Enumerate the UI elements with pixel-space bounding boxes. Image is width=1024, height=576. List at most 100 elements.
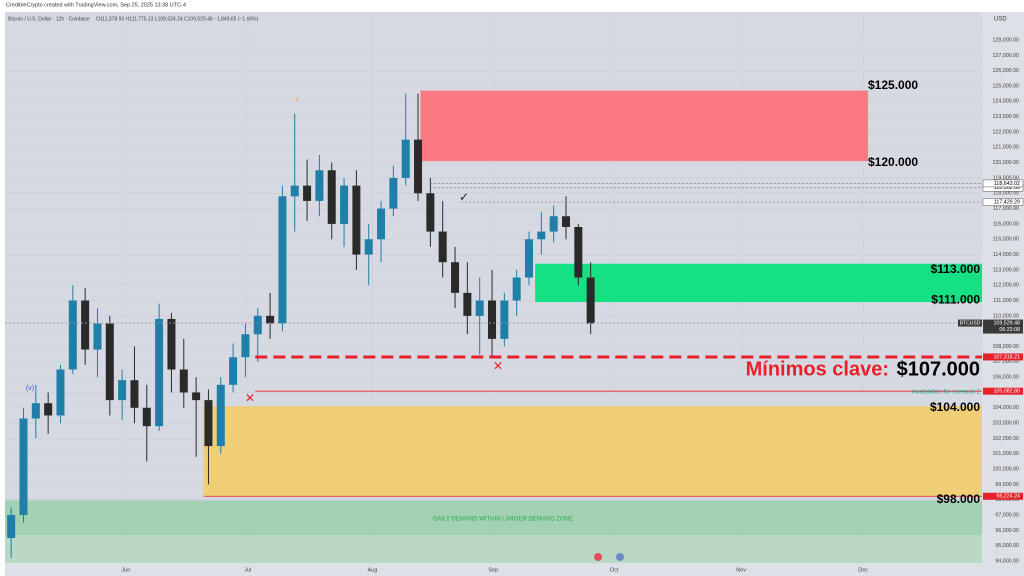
x-mark: ✕	[245, 391, 255, 405]
candle-body	[463, 292, 472, 316]
y-tick-label: 94,000.00	[995, 558, 1019, 564]
symbol-tag	[958, 319, 982, 327]
candle-body	[364, 239, 373, 255]
y-tick-label: 107,000.00	[992, 359, 1019, 365]
price-tag-label: 98,224.24	[996, 494, 1020, 500]
y-tick-label: 121,000.00	[992, 145, 1019, 151]
candle-body	[142, 407, 151, 427]
candle-body	[303, 185, 312, 201]
candle-body	[81, 300, 90, 350]
price-tag	[983, 319, 1023, 334]
price-tag	[983, 353, 1023, 361]
y-tick-label: 114,000.00	[993, 252, 1019, 258]
candle-body	[192, 392, 201, 401]
price-axis	[982, 12, 1024, 576]
y-tick-label: 113,000.00	[993, 267, 1019, 273]
y-tick-label: 108,000.00	[992, 344, 1019, 350]
annotation: $104.000	[930, 400, 980, 414]
candle-body	[278, 196, 287, 324]
candle-body	[438, 231, 447, 263]
y-tick-label: 123,000.00	[992, 114, 1019, 120]
candle-body	[167, 318, 176, 370]
price-tag-label: 107,318.21	[993, 354, 1020, 360]
annotation: DAILY DEMAND WITHIN LARGER DEMAND ZONE	[433, 517, 573, 523]
candle-body	[327, 170, 336, 224]
y-tick-label: 101,000.00	[992, 451, 1019, 457]
candle-body	[401, 139, 410, 178]
candle-body	[118, 380, 127, 401]
ohlc: O111,378.93 H111,775.13 L109,524.24 C109…	[96, 16, 259, 22]
y-tick-label: 96,000.00	[995, 528, 1019, 534]
price-tag	[982, 179, 1024, 188]
candle-body	[315, 170, 324, 201]
candle-body	[340, 185, 349, 224]
candle-body	[241, 334, 250, 358]
candle-body	[56, 369, 65, 416]
candle-body	[290, 185, 299, 197]
annotation: invalidation for scenario 2	[912, 390, 981, 396]
y-tick-label: 97,000.00	[995, 512, 1019, 518]
candle-body	[68, 300, 77, 370]
y-tick-label: 126,000.00	[992, 68, 1019, 74]
price-tag-label: 109,529.48	[993, 320, 1020, 326]
zone	[5, 534, 982, 563]
candle-body	[216, 384, 225, 447]
y-tick-label: 102,000.00	[992, 436, 1019, 442]
x-mark: ✕	[493, 359, 503, 373]
zone	[535, 263, 982, 303]
candle-body	[488, 300, 497, 339]
event-icon	[594, 553, 602, 561]
annotation: $120.000	[868, 155, 918, 169]
candle-body	[44, 403, 53, 416]
price-tag-label: 118,362.66	[994, 185, 1020, 191]
y-tick-label: 118,000.00	[993, 191, 1019, 197]
y-tick-label: 100,000.00	[992, 466, 1019, 472]
price-tag	[983, 387, 1023, 395]
annotation: (v)	[26, 385, 34, 392]
candle-body	[561, 216, 570, 227]
candle-body	[377, 208, 386, 240]
annotation: $125.000	[868, 78, 918, 92]
candle-body	[352, 185, 361, 255]
zone	[420, 90, 869, 162]
candle-body	[179, 369, 188, 393]
annotation: $113.000	[931, 262, 981, 276]
y-tick-label: 112,000.00	[993, 283, 1019, 289]
candle-body	[549, 216, 558, 232]
candle-body	[586, 277, 595, 324]
countdown: 06:23:08	[999, 327, 1020, 333]
y-tick-label: 103,000.00	[992, 421, 1019, 427]
y-tick-label: 125,000.00	[992, 83, 1019, 89]
y-tick-label: 111,000.00	[993, 298, 1019, 304]
x-tick-label: Jun	[121, 567, 130, 573]
candle-body	[414, 139, 423, 194]
x-tick-label: Nov	[736, 567, 746, 573]
candle-body	[266, 315, 275, 324]
time-axis	[5, 563, 982, 576]
candle-body	[229, 357, 238, 385]
candle-body	[574, 226, 583, 278]
annotation: $98.000	[937, 492, 981, 506]
y-tick-label: 110,000.00	[993, 313, 1019, 319]
check-mark: ✓	[459, 190, 469, 204]
candle-body	[451, 262, 460, 293]
x-tick-label: Sep	[488, 567, 498, 573]
y-tick-label: 116,000.00	[993, 221, 1019, 227]
y-tick-label: 99,000.00	[995, 482, 1019, 488]
event-icon	[616, 553, 624, 561]
x-tick-label: Jul	[244, 567, 251, 573]
price-tag	[983, 492, 1023, 500]
candle-body	[155, 318, 164, 427]
price-tag	[982, 198, 1024, 206]
candle-body	[31, 403, 40, 419]
price-tag-label: 105,082.80	[993, 389, 1020, 395]
y-tick-label: 95,000.00	[995, 543, 1019, 549]
y-tick-label: 115,000.00	[993, 237, 1019, 243]
annotation: Mínimos clave:	[746, 358, 889, 380]
candle-body	[426, 193, 435, 232]
author-line: CredibleCrypto created with TradingView.…	[6, 2, 186, 8]
candle-body	[204, 400, 213, 447]
candle-body	[525, 239, 534, 278]
y-tick-label: 98,000.00	[995, 497, 1019, 503]
annotation: $111.000	[931, 293, 980, 307]
